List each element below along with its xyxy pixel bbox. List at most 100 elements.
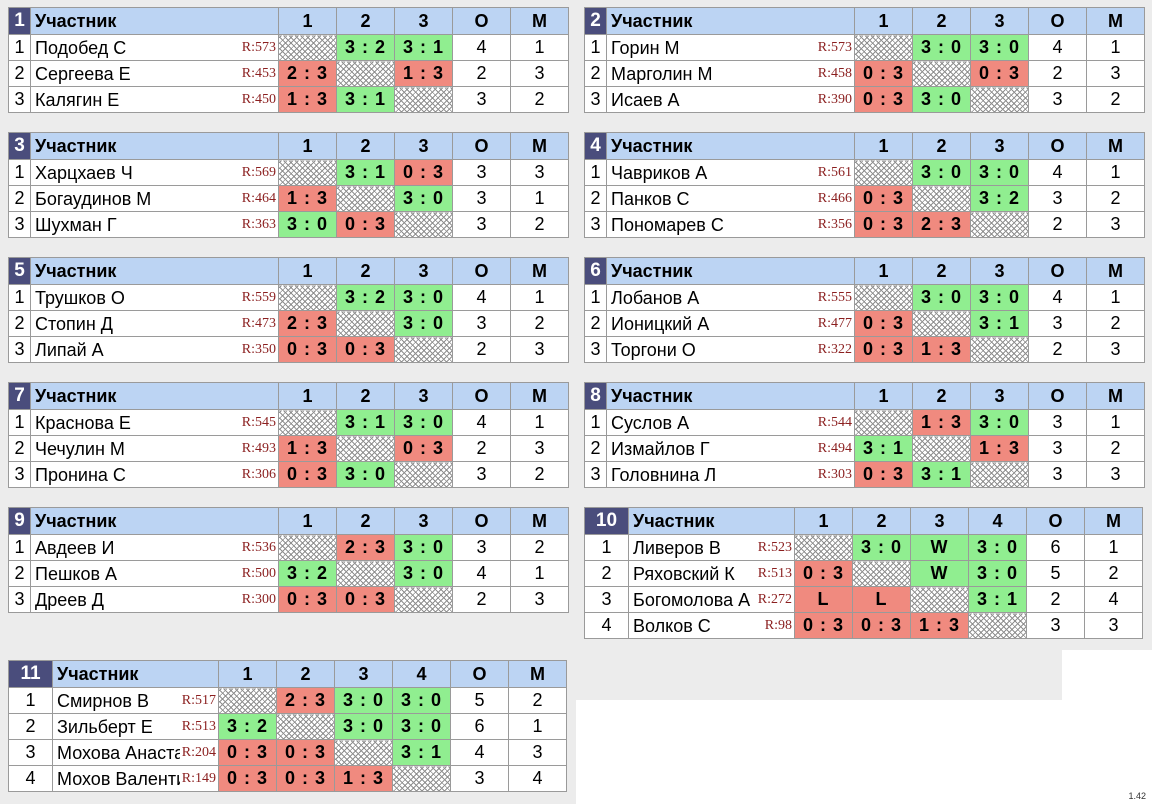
match-score[interactable]: 0 : 3 (854, 185, 913, 212)
match-score[interactable]: 0 : 3 (854, 461, 913, 488)
match-score[interactable]: 0 : 3 (394, 159, 453, 186)
participant-cell[interactable]: Волков С R:98 (628, 612, 795, 639)
match-score[interactable]: 1 : 3 (278, 185, 337, 212)
participant-cell[interactable]: Харцхаев Ч R:569 (30, 159, 279, 186)
match-score[interactable]: W (910, 560, 969, 587)
match-score[interactable]: 0 : 3 (854, 86, 913, 113)
match-score[interactable]: 3 : 0 (912, 284, 971, 311)
participant-cell[interactable]: Ливеров В R:523 (628, 534, 795, 561)
match-score[interactable]: 1 : 3 (970, 435, 1029, 462)
match-score[interactable]: 3 : 0 (336, 461, 395, 488)
participant-cell[interactable]: Суслов А R:544 (606, 409, 855, 436)
participant-cell[interactable]: Марголин М R:458 (606, 60, 855, 87)
match-score[interactable]: L (852, 586, 911, 613)
participant-cell[interactable]: Головнина Л R:303 (606, 461, 855, 488)
match-score[interactable]: 3 : 1 (394, 34, 453, 61)
match-score[interactable]: 0 : 3 (794, 560, 853, 587)
participant-cell[interactable]: Подобед С R:573 (30, 34, 279, 61)
match-score[interactable]: 3 : 0 (392, 713, 451, 740)
match-score[interactable]: 0 : 3 (854, 211, 913, 238)
participant-cell[interactable]: Калягин Е R:450 (30, 86, 279, 113)
match-score[interactable]: 3 : 0 (278, 211, 337, 238)
participant-cell[interactable]: Измайлов Г R:494 (606, 435, 855, 462)
match-score[interactable]: 3 : 2 (278, 560, 337, 587)
participant-cell[interactable]: Лобанов А R:555 (606, 284, 855, 311)
match-score[interactable]: 3 : 1 (912, 461, 971, 488)
match-score[interactable]: 0 : 3 (852, 612, 911, 639)
participant-cell[interactable]: Сергеева Е R:453 (30, 60, 279, 87)
match-score[interactable]: 1 : 3 (334, 765, 393, 792)
match-score[interactable]: 3 : 1 (970, 310, 1029, 337)
participant-cell[interactable]: Трушков О R:559 (30, 284, 279, 311)
participant-cell[interactable]: Мохов Валентин R:149 (52, 765, 219, 792)
match-score[interactable]: 0 : 3 (336, 586, 395, 613)
match-score[interactable]: 2 : 3 (278, 60, 337, 87)
match-score[interactable]: 0 : 3 (278, 336, 337, 363)
participant-cell[interactable]: Чавриков А R:561 (606, 159, 855, 186)
participant-cell[interactable]: Шухман Г R:363 (30, 211, 279, 238)
match-score[interactable]: 3 : 1 (336, 86, 395, 113)
participant-cell[interactable]: Пронина С R:306 (30, 461, 279, 488)
match-score[interactable]: 3 : 0 (392, 687, 451, 714)
participant-cell[interactable]: Зильберт Е R:513 (52, 713, 219, 740)
match-score[interactable]: 0 : 3 (278, 461, 337, 488)
match-score[interactable]: 0 : 3 (278, 586, 337, 613)
participant-cell[interactable]: Дреев Д R:300 (30, 586, 279, 613)
match-score[interactable]: 0 : 3 (854, 336, 913, 363)
participant-cell[interactable]: Мохова Анастасия R:204 (52, 739, 219, 766)
match-score[interactable]: 0 : 3 (970, 60, 1029, 87)
participant-cell[interactable]: Липай А R:350 (30, 336, 279, 363)
participant-cell[interactable]: Пешков А R:500 (30, 560, 279, 587)
match-score[interactable]: 3 : 0 (970, 159, 1029, 186)
match-score[interactable]: 3 : 0 (968, 534, 1027, 561)
match-score[interactable]: 0 : 3 (218, 739, 277, 766)
match-score[interactable]: 1 : 3 (278, 86, 337, 113)
match-score[interactable]: 0 : 3 (336, 211, 395, 238)
match-score[interactable]: 3 : 0 (394, 185, 453, 212)
match-score[interactable]: 0 : 3 (336, 336, 395, 363)
match-score[interactable]: 1 : 3 (912, 409, 971, 436)
match-score[interactable]: 3 : 2 (970, 185, 1029, 212)
match-score[interactable]: 3 : 0 (970, 34, 1029, 61)
participant-cell[interactable]: Торгони О R:322 (606, 336, 855, 363)
match-score[interactable]: 3 : 0 (334, 687, 393, 714)
match-score[interactable]: 3 : 0 (912, 34, 971, 61)
match-score[interactable]: 3 : 1 (336, 409, 395, 436)
match-score[interactable]: 3 : 0 (394, 534, 453, 561)
participant-cell[interactable]: Авдеев И R:536 (30, 534, 279, 561)
match-score[interactable]: 2 : 3 (336, 534, 395, 561)
match-score[interactable]: 3 : 2 (336, 34, 395, 61)
match-score[interactable]: 3 : 0 (968, 560, 1027, 587)
match-score[interactable]: 3 : 0 (394, 284, 453, 311)
participant-cell[interactable]: Ионицкий А R:477 (606, 310, 855, 337)
match-score[interactable]: 0 : 3 (794, 612, 853, 639)
match-score[interactable]: 1 : 3 (278, 435, 337, 462)
match-score[interactable]: 1 : 3 (910, 612, 969, 639)
match-score[interactable]: 3 : 0 (852, 534, 911, 561)
participant-cell[interactable]: Ряховский К R:513 (628, 560, 795, 587)
match-score[interactable]: 3 : 2 (336, 284, 395, 311)
participant-cell[interactable]: Смирнов В R:517 (52, 687, 219, 714)
participant-cell[interactable]: Пономарев С R:356 (606, 211, 855, 238)
participant-cell[interactable]: Исаев А R:390 (606, 86, 855, 113)
match-score[interactable]: 2 : 3 (276, 687, 335, 714)
match-score[interactable]: 3 : 1 (392, 739, 451, 766)
match-score[interactable]: 2 : 3 (912, 211, 971, 238)
match-score[interactable]: 0 : 3 (276, 739, 335, 766)
match-score[interactable]: 3 : 1 (854, 435, 913, 462)
participant-cell[interactable]: Богаудинов М R:464 (30, 185, 279, 212)
match-score[interactable]: 1 : 3 (912, 336, 971, 363)
participant-cell[interactable]: Богомолова А R:272 (628, 586, 795, 613)
match-score[interactable]: 0 : 3 (276, 765, 335, 792)
participant-cell[interactable]: Горин М R:573 (606, 34, 855, 61)
match-score[interactable]: 2 : 3 (278, 310, 337, 337)
match-score[interactable]: L (794, 586, 853, 613)
match-score[interactable]: 0 : 3 (394, 435, 453, 462)
match-score[interactable]: 3 : 0 (912, 86, 971, 113)
match-score[interactable]: W (910, 534, 969, 561)
match-score[interactable]: 3 : 0 (912, 159, 971, 186)
match-score[interactable]: 3 : 0 (334, 713, 393, 740)
match-score[interactable]: 3 : 1 (336, 159, 395, 186)
match-score[interactable]: 3 : 2 (218, 713, 277, 740)
match-score[interactable]: 0 : 3 (854, 310, 913, 337)
